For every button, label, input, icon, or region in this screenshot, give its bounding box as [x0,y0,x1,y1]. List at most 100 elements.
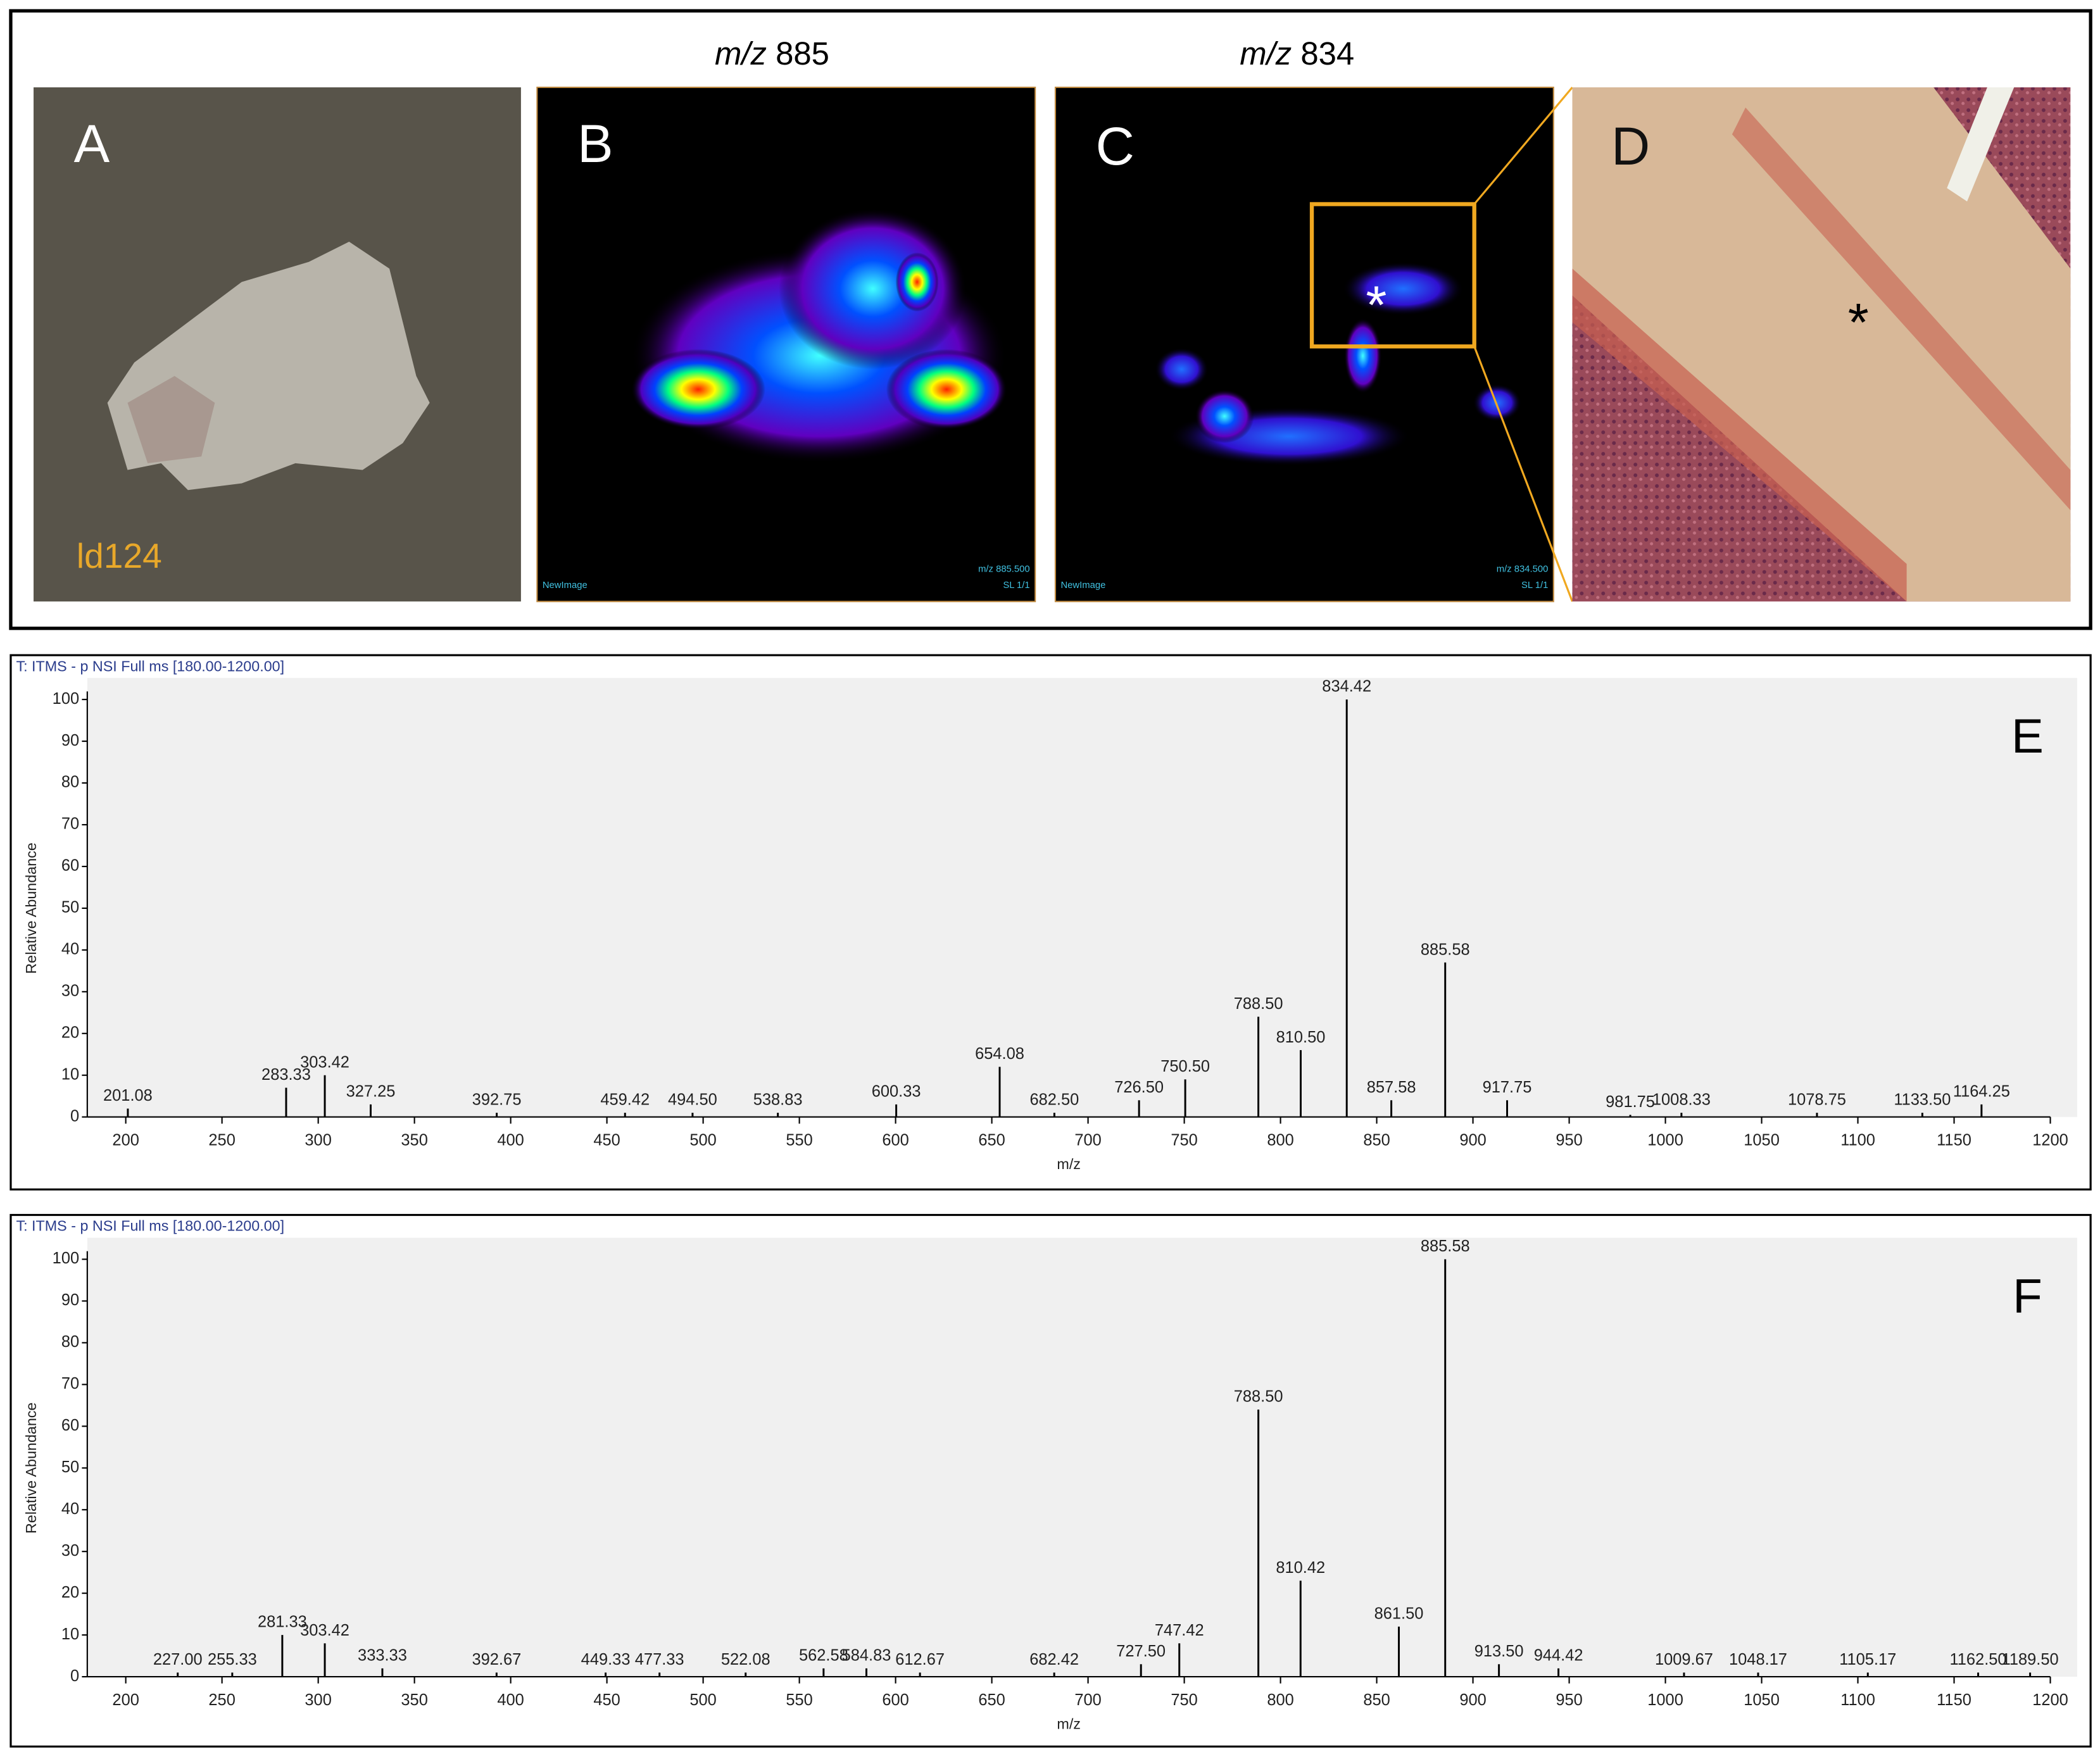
x-tick-label: 400 [497,1132,524,1149]
x-tick-label: 750 [1171,1691,1197,1709]
peak-label: 944.42 [1534,1647,1583,1665]
x-tick-label: 250 [208,1132,235,1149]
peak-label: 788.50 [1234,995,1283,1013]
peak-label: 584.83 [842,1647,891,1665]
peak-label: 538.83 [753,1091,803,1109]
panel-letter: A [74,113,110,173]
x-tick-label: 650 [978,1691,1005,1709]
x-tick-label: 500 [689,1132,716,1149]
peak-label: 810.50 [1276,1029,1326,1046]
x-tick-label: 900 [1459,1691,1486,1709]
image-footer: SL 1/1 [1521,580,1548,591]
histology-band [1732,107,2071,511]
peak-label: 494.50 [668,1091,717,1109]
peak-label: 1009.67 [1655,1651,1713,1668]
y-tick-label: 100 [53,690,79,708]
intensity-blob [1342,261,1464,316]
intensity-blob [895,252,939,312]
peak-label: 459.42 [600,1091,650,1109]
sample-id: ld124 [77,536,162,575]
x-tick-label: 750 [1171,1132,1197,1149]
x-tick-label: 300 [305,1691,331,1709]
x-tick-label: 550 [786,1691,812,1709]
peak-label: 612.67 [895,1651,945,1668]
peak-label: 1008.33 [1652,1091,1711,1109]
x-tick-label: 700 [1074,1691,1101,1709]
image-footer: m/z 885.500 [978,564,1030,574]
peak-label: 885.58 [1421,1237,1470,1255]
x-tick-label: 800 [1267,1132,1293,1149]
intensity-blob [631,349,765,430]
y-tick-label: 10 [61,1625,79,1643]
peak-label: 885.58 [1421,941,1470,958]
peak-label: 857.58 [1367,1079,1416,1096]
y-tick-label: 80 [61,1333,79,1351]
panel-letter: F [2013,1269,2042,1323]
y-tick-label: 30 [61,1542,79,1560]
intensity-blob [1343,318,1382,394]
histology-band [1572,268,1907,602]
y-tick-label: 60 [61,1417,79,1434]
y-tick-label: 0 [70,1107,79,1125]
peak-label: 1164.25 [1953,1083,2010,1101]
peak-label: 562.58 [799,1647,848,1665]
image-footer: NewImage [1060,580,1105,591]
peak-label: 522.08 [721,1651,770,1668]
plot-area [87,678,2077,1117]
title-value: 885 [776,36,829,72]
peak-label: 303.42 [300,1622,349,1639]
zoom-line [1473,346,1573,602]
panel-letter: D [1611,116,1650,176]
marker: * [1848,292,1869,352]
x-tick-label: 650 [978,1132,1005,1149]
y-tick-label: 20 [61,1023,79,1041]
x-tick-label: 1050 [1744,1132,1780,1149]
image-footer: NewImage [543,580,588,591]
plot-area [87,1237,2077,1677]
peak-label: 747.42 [1155,1622,1204,1639]
x-tick-label: 350 [401,1132,427,1149]
peak-label: 255.33 [208,1651,257,1668]
peak-label: 303.42 [300,1053,349,1071]
peak-label: 1048.17 [1729,1651,1787,1668]
peak-label: 227.00 [153,1651,203,1668]
x-tick-label: 1100 [1840,1132,1875,1149]
peak-label: 726.50 [1114,1079,1164,1096]
x-axis-label: m/z [1057,1716,1081,1732]
zoom-box [1309,202,1476,349]
image-footer: SL 1/1 [1003,580,1029,591]
peak-label: 1133.50 [1894,1091,1951,1109]
x-axis-label: m/z [1057,1156,1081,1172]
x-tick-label: 700 [1074,1132,1101,1149]
intensity-blob [779,208,967,370]
peak-label: 283.33 [261,1066,311,1084]
y-tick-label: 50 [61,1458,79,1476]
image-footer: m/z 834.500 [1497,564,1549,574]
x-tick-label: 950 [1556,1691,1582,1709]
peak-label: 682.42 [1029,1651,1079,1668]
peak-label: 1162.50 [1950,1651,2007,1668]
y-tick-label: 60 [61,857,79,875]
title-value: 834 [1300,36,1354,72]
peak-label: 392.67 [472,1651,521,1668]
peak-label: 392.75 [472,1091,522,1109]
panel-letter: E [2011,710,2044,763]
peak-label: 1189.50 [2002,1651,2059,1668]
peak-label: 750.50 [1160,1058,1210,1075]
peak-label: 727.50 [1116,1642,1166,1660]
spectrum-header: T: ITMS - p NSI Full ms [180.00-1200.00] [16,658,284,674]
panel-letter: B [577,113,613,173]
peak-label: 810.42 [1276,1559,1325,1577]
y-tick-label: 50 [61,899,79,917]
intensity-blob [886,349,1007,430]
x-tick-label: 1100 [1840,1691,1875,1709]
x-tick-label: 500 [689,1691,716,1709]
y-axis-label: Relative Abundance [23,842,39,973]
intensity-blob [1154,347,1209,391]
x-tick-label: 950 [1556,1132,1582,1149]
peak-label: 834.42 [1322,678,1371,696]
x-tick-label: 1000 [1647,1132,1683,1149]
histology-gap [1947,87,2015,202]
peak-label: 201.08 [103,1087,153,1104]
